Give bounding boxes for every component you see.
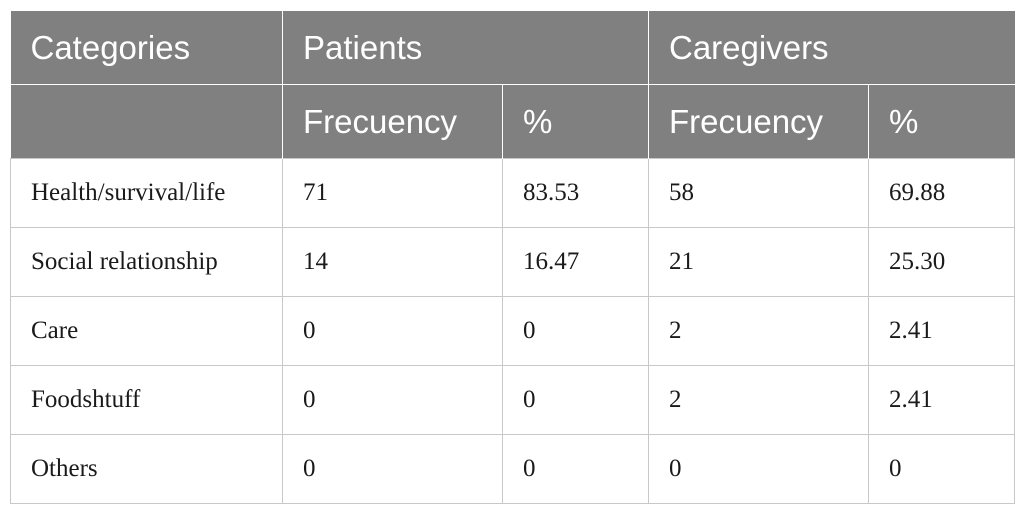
table-row: Care 0 0 2 2.41 [10,296,1015,366]
header-patients-percent: % [502,84,649,159]
cell-patients-percent: 16.47 [502,227,649,297]
table-header: Categories Patients Caregivers Frecuency… [10,11,1015,159]
cell-patients-frequency: 14 [282,227,503,297]
cell-caregivers-percent: 2.41 [868,296,1015,366]
cell-patients-percent: 0 [502,296,649,366]
cell-caregivers-percent: 25.30 [868,227,1015,297]
cell-patients-percent: 0 [502,434,649,504]
cell-patients-frequency: 0 [282,296,503,366]
cell-patients-frequency: 71 [282,158,503,228]
header-empty-cell [10,84,283,159]
table-row: Foodshtuff 0 0 2 2.41 [10,365,1015,435]
data-table: Categories Patients Caregivers Frecuency… [10,11,1015,504]
header-patients-frequency: Frecuency [282,84,503,159]
header-caregivers-percent: % [868,84,1015,159]
cell-caregivers-percent: 69.88 [868,158,1015,228]
cell-category: Social relationship [10,227,283,297]
table-row: Social relationship 14 16.47 21 25.30 [10,227,1015,297]
cell-caregivers-percent: 0 [868,434,1015,504]
cell-category: Foodshtuff [10,365,283,435]
cell-category: Others [10,434,283,504]
table-row: Others 0 0 0 0 [10,434,1015,504]
cell-category: Health/survival/life [10,158,283,228]
header-row-measures: Frecuency % Frecuency % [10,84,1015,159]
header-group-caregivers: Caregivers [648,11,1015,85]
cell-caregivers-frequency: 58 [648,158,869,228]
cell-patients-frequency: 0 [282,434,503,504]
cell-caregivers-frequency: 21 [648,227,869,297]
cell-patients-frequency: 0 [282,365,503,435]
table-row: Health/survival/life 71 83.53 58 69.88 [10,158,1015,228]
header-group-patients: Patients [282,11,649,85]
header-categories: Categories [10,11,283,85]
cell-category: Care [10,296,283,366]
cell-caregivers-frequency: 0 [648,434,869,504]
cell-patients-percent: 83.53 [502,158,649,228]
table-body: Health/survival/life 71 83.53 58 69.88 S… [10,158,1015,504]
cell-caregivers-frequency: 2 [648,365,869,435]
cell-caregivers-frequency: 2 [648,296,869,366]
header-row-groups: Categories Patients Caregivers [10,11,1015,85]
cell-caregivers-percent: 2.41 [868,365,1015,435]
header-caregivers-frequency: Frecuency [648,84,869,159]
cell-patients-percent: 0 [502,365,649,435]
